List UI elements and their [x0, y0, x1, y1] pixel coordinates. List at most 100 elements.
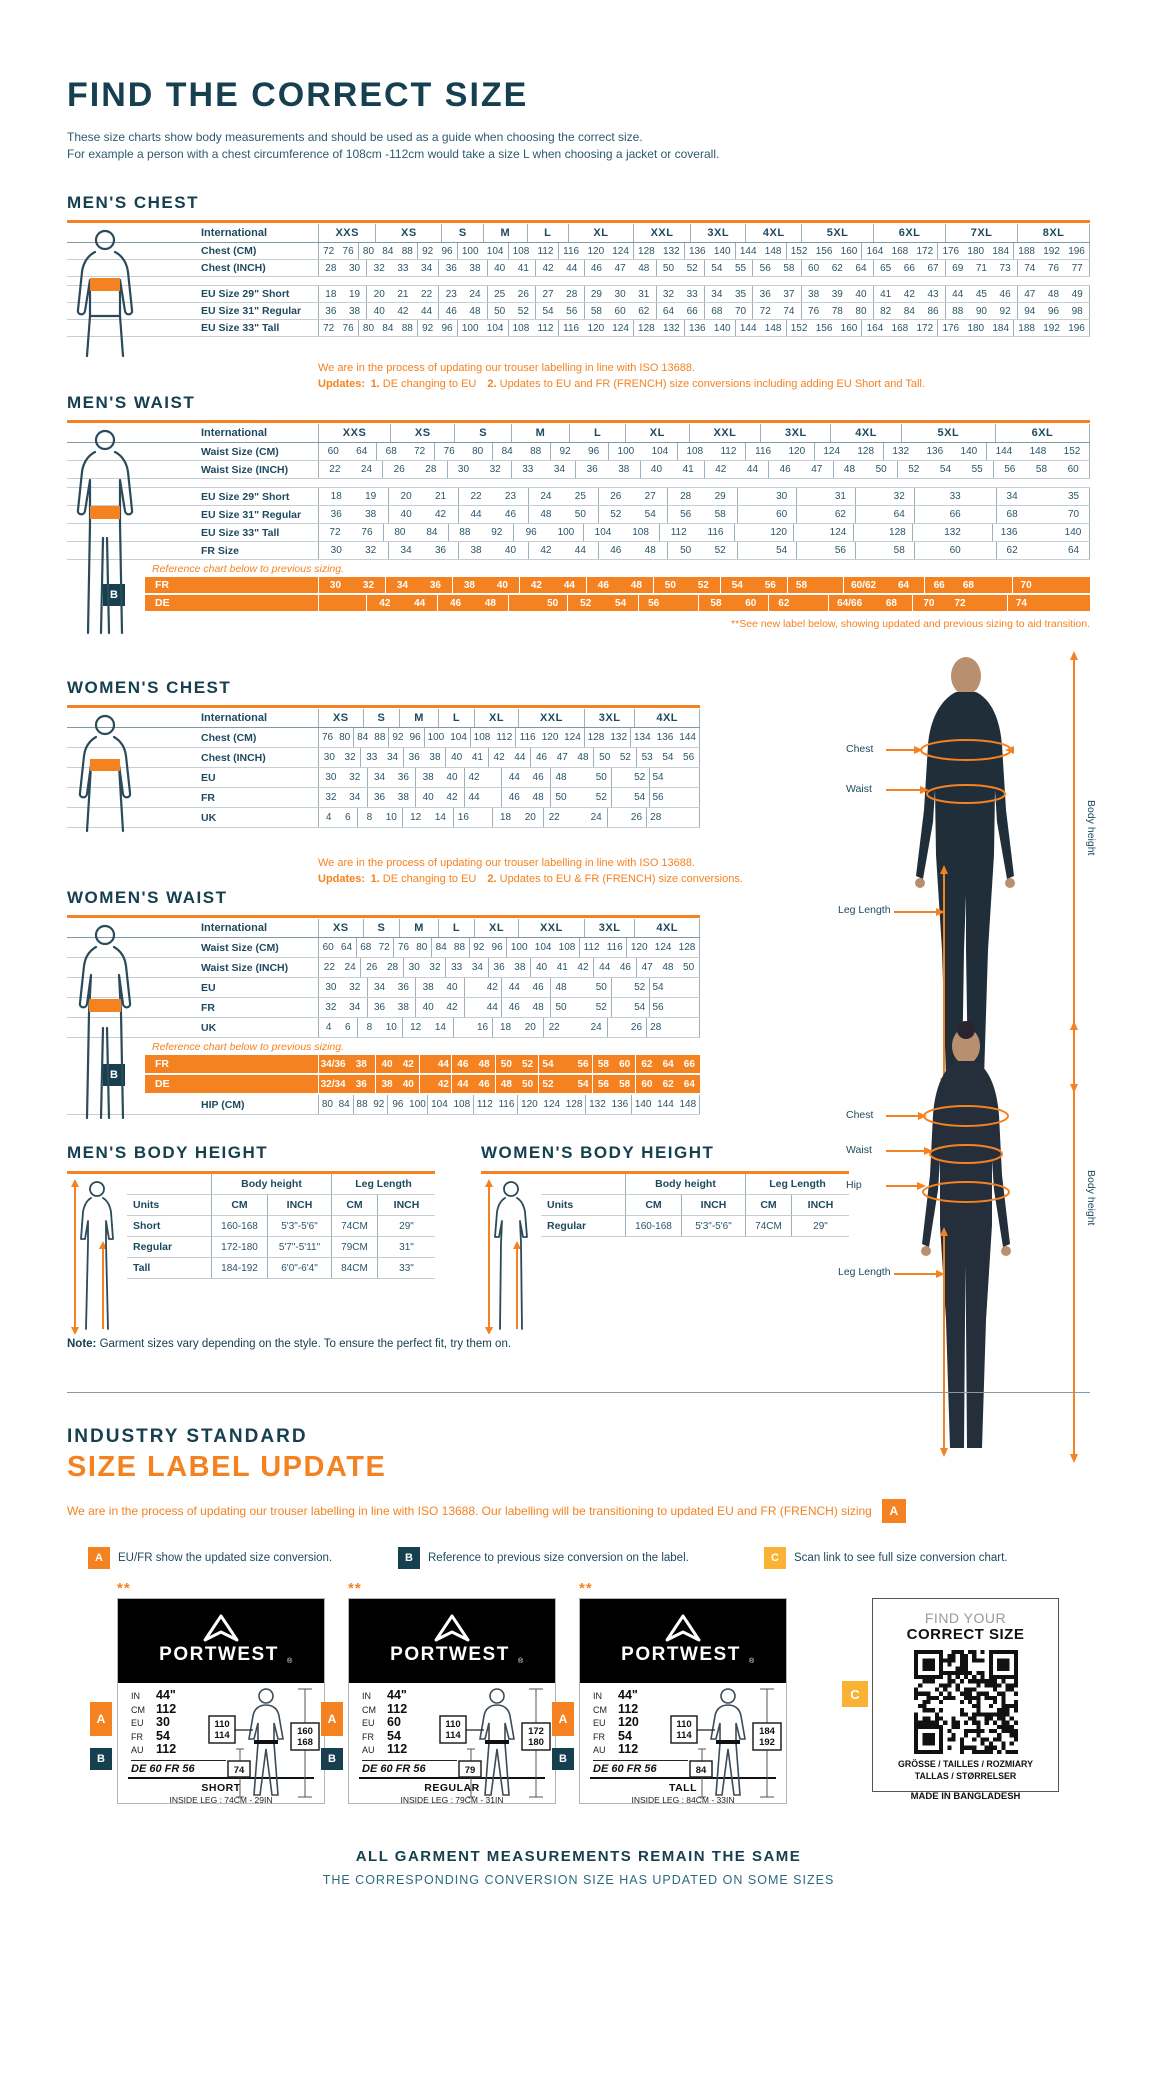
size-group-cell: 32 34: [318, 788, 367, 807]
size-group-cell: 44: [418, 1055, 451, 1073]
size-cell: 44: [486, 1002, 498, 1013]
size-cell: 60: [327, 446, 339, 457]
table-row: Waist Size (CM) 60 64 68 72 76 80 84 88 92 96 100 10…: [67, 938, 700, 958]
size-cell: 46: [779, 464, 791, 475]
row-label: Chest (CM): [201, 731, 257, 744]
bh-inch-value: 5'3"-5'6": [267, 1216, 331, 1237]
size-group-label: XS: [401, 227, 417, 239]
size-cell: 34: [349, 792, 361, 803]
legend-item: C Scan link to see full size conversion c…: [764, 1547, 1008, 1569]
size-cell: 54: [776, 545, 788, 556]
size-group-header: M: [483, 224, 527, 242]
size-cell: 144: [657, 1099, 674, 1110]
size-cell: 112: [537, 245, 554, 257]
size-group-header: 3XL: [689, 224, 746, 242]
size-group-header: XS: [318, 709, 363, 727]
size-cell: 68: [711, 305, 723, 317]
size-cell: 60: [745, 597, 757, 609]
size-group-label: XXS: [342, 427, 367, 439]
bh-corner-cell: [541, 1174, 625, 1195]
size-table: International XXS XS S M L XL XXL 3XL 4XL 5XL 6XL Wa…: [67, 420, 1090, 635]
section-title: WOMEN'S CHEST: [67, 678, 232, 697]
row-cells: 4 6 8 10 12 14 16 18 20 22 24 26 28: [318, 1018, 700, 1037]
size-group-cell: 50 52: [655, 260, 704, 276]
size-group-cell: 36 38: [318, 506, 388, 523]
size-cell: 62: [831, 262, 843, 274]
size-cell: 136: [926, 446, 944, 457]
size-group-cell: 144 148 152: [985, 443, 1089, 460]
garment-note-bold: Note:: [67, 1338, 97, 1350]
size-cell: 18: [499, 1022, 512, 1033]
size-group-cell: 34 36: [384, 577, 452, 593]
size-cell: 136: [611, 1099, 629, 1110]
size-group-cell: 134 136 144: [630, 728, 699, 747]
size-group-cell: 18 20: [492, 808, 542, 827]
size-cell: 94: [1024, 305, 1036, 317]
size-group-header: XXS: [318, 224, 375, 242]
garment-label: PORTWEST ® IN 44" CM 112 EU 60 FR 54 AU 112 DE 60 FR…: [348, 1598, 556, 1805]
size-cell: 88: [374, 732, 386, 743]
size-cell: 44: [508, 982, 520, 993]
size-cell: 37: [783, 288, 795, 300]
size-group-header: XL: [474, 709, 518, 727]
svg-text:160: 160: [297, 1726, 313, 1737]
measurement-value: 112: [618, 1701, 639, 1716]
size-cell: 23: [445, 288, 457, 300]
size-cell: 20: [373, 288, 385, 300]
size-group-cell: 54 55: [704, 260, 752, 276]
row-cells: 36 38 40 42 44 46 48 50 52 54 56 58 60 62 64 66 68 70: [318, 506, 1090, 523]
size-cell: 48: [500, 1078, 512, 1090]
iso-note-segment: 1.: [370, 378, 380, 390]
size-cell: 88: [459, 527, 471, 538]
measurement-unit: AU: [362, 1745, 375, 1755]
size-cell: 84: [426, 527, 438, 538]
size-cell: 27: [644, 491, 656, 502]
row-cells: 42 44 46 48 50 52 54 56 58 60 62 64/66 68 70 72 74: [318, 595, 1090, 611]
size-group-label: 3XL: [598, 922, 621, 934]
bh-inch-value: 5'7"-5'11": [267, 1237, 331, 1258]
size-cell: 44: [470, 509, 482, 520]
size-cell: 188: [1018, 322, 1035, 334]
bh-cm-header: CM: [211, 1195, 267, 1216]
size-cell: 56: [1004, 464, 1016, 475]
size-group-cell: 68 72: [355, 938, 394, 957]
previous-sizing-row: DE 42 44 46 48 50 52 54 56 58 60 62 64/66 68 70 72 74: [145, 595, 1090, 613]
row-label: FR: [155, 1058, 169, 1070]
size-cell: 36: [493, 962, 505, 973]
size-cell: 54: [652, 772, 664, 783]
garment-label: PORTWEST ® IN 44" CM 112 EU 120 FR 54 AU 112 DE 60 F…: [579, 1598, 787, 1805]
size-group-cell: 92 96: [416, 320, 457, 336]
size-cell: 38: [365, 509, 377, 520]
size-group-cell: 42: [463, 768, 502, 787]
size-cell: 32: [489, 464, 501, 475]
size-group-cell: 54: [737, 542, 796, 559]
size-cell: 38: [355, 1058, 367, 1070]
size-cell: 30: [325, 982, 337, 993]
size-cell: 44: [566, 262, 578, 274]
size-cell: 36: [586, 464, 598, 475]
size-group-cell: 116 120 124: [557, 243, 633, 259]
size-group-cell: 28 30: [318, 260, 366, 276]
size-group-cell: 33 34: [510, 461, 575, 478]
size-group-cell: 32 33: [655, 286, 704, 302]
size-group-cell: 58 60: [591, 1055, 635, 1073]
size-cell: 46: [504, 509, 517, 520]
body-height-header: Body height: [211, 1174, 331, 1195]
size-group-cell: 152 156 160: [785, 243, 862, 259]
size-cell: 40: [402, 1078, 414, 1090]
size-group-cell: 124 128: [813, 443, 883, 460]
size-cell: 34: [373, 982, 386, 993]
size-group-cell: 47 48 49: [1016, 286, 1089, 302]
size-group-cell: 40 41: [639, 461, 704, 478]
size-group-cell: 132 136 140: [882, 443, 986, 460]
size-cell: 84: [382, 245, 394, 257]
size-cell: 77: [1071, 262, 1083, 274]
size-group-cell: 108 112: [676, 443, 745, 460]
size-cell: 152: [790, 245, 808, 257]
fit-row-label: Short: [127, 1216, 211, 1237]
size-cell: 108: [453, 1099, 471, 1110]
size-group-cell: 30 32: [318, 748, 360, 767]
size-cell: 40: [451, 752, 463, 763]
size-cell: 30: [330, 545, 342, 556]
badge-a: A: [88, 1547, 110, 1569]
